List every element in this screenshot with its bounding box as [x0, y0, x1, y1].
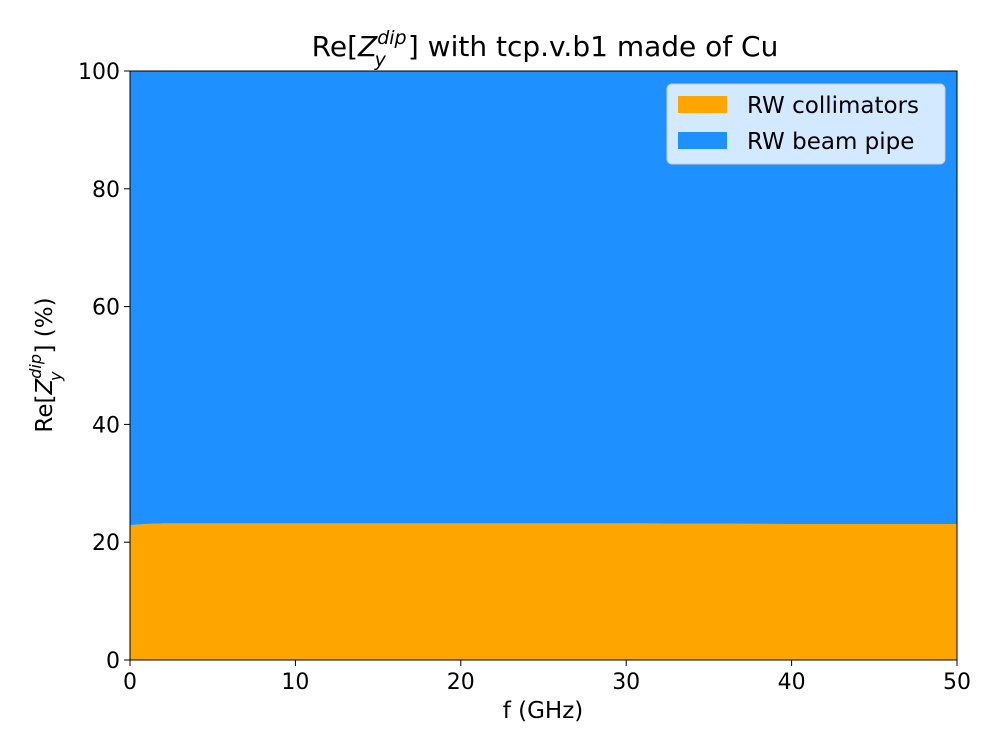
legend-frame [666, 83, 946, 165]
legend-label-rw-collimators: RW collimators [747, 93, 919, 119]
x-tick-label: 40 [778, 670, 806, 695]
y-tick-label: 80 [92, 178, 120, 203]
x-tick-label: 10 [281, 670, 309, 695]
x-tick-label: 20 [447, 670, 475, 695]
plot-frame [129, 70, 958, 661]
x-tick-label: 50 [943, 670, 971, 695]
legend-label-rw-beam-pipe: RW beam pipe [747, 129, 914, 155]
y-tick-label: 40 [92, 413, 120, 438]
y-tick-label: 100 [78, 60, 120, 85]
legend-swatch-rw-beam-pipe [678, 132, 727, 149]
y-tick-label: 60 [92, 296, 120, 321]
x-tick-label: 0 [123, 670, 137, 695]
y-axis-label: Re[Zdipy] (%) [26, 297, 65, 432]
x-tick-label: 30 [612, 670, 640, 695]
y-tick-label: 0 [106, 649, 120, 674]
y-axis: 0 20 40 60 80 100 [78, 60, 130, 674]
x-axis: 0 10 20 30 40 50 [123, 660, 971, 695]
legend: RW collimators RW beam pipe [666, 83, 946, 165]
plot-area [129, 70, 958, 661]
area-rw-collimators [130, 523, 957, 660]
area-rw-beam-pipe [130, 71, 957, 526]
legend-swatch-rw-collimators [678, 96, 727, 113]
y-tick-label: 20 [92, 531, 120, 556]
chart-title: Re[Zdip y] with tcp.v.b1 made of Cu [312, 27, 779, 71]
x-axis-label: f (GHz) [503, 698, 584, 724]
